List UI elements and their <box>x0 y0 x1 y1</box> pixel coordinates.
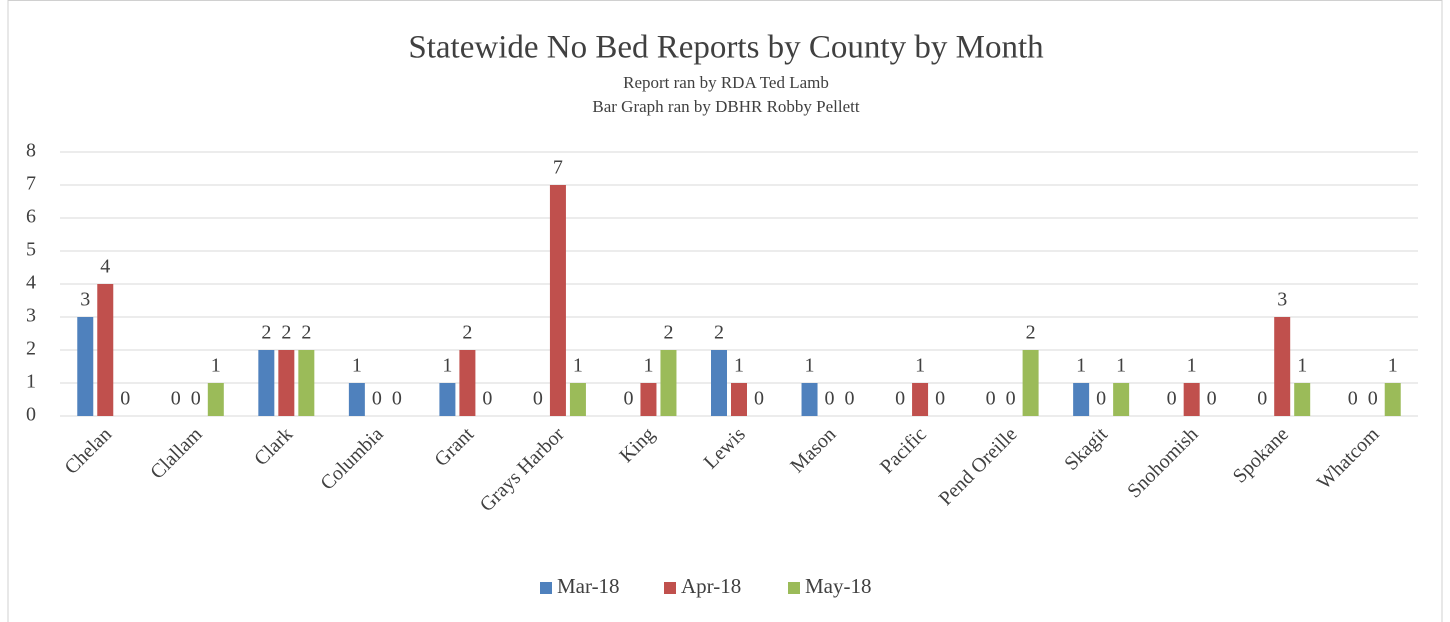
y-tick-label: 3 <box>26 305 36 327</box>
data-label: 0 <box>1006 388 1016 410</box>
data-label: 0 <box>895 388 905 410</box>
chart-subtitle: Report ran by RDA Ted Lamb <box>623 73 829 92</box>
bar <box>569 383 586 416</box>
legend-swatch <box>540 582 552 594</box>
data-label: 0 <box>825 388 835 410</box>
data-label: 0 <box>171 388 181 410</box>
legend-label: Mar-18 <box>557 574 620 598</box>
bar <box>549 185 566 416</box>
y-tick-label: 6 <box>26 206 36 228</box>
bar <box>660 350 677 416</box>
data-label: 1 <box>573 355 583 377</box>
data-label: 0 <box>1207 388 1217 410</box>
data-label: 1 <box>1297 355 1307 377</box>
bar <box>258 350 275 416</box>
data-label: 0 <box>1348 388 1358 410</box>
bar <box>298 350 315 416</box>
y-tick-label: 7 <box>26 173 36 195</box>
legend-label: May-18 <box>805 574 872 598</box>
data-label: 0 <box>935 388 945 410</box>
data-label: 1 <box>734 355 744 377</box>
data-label: 1 <box>211 355 221 377</box>
data-label: 2 <box>714 322 724 344</box>
bar <box>1294 383 1311 416</box>
data-label: 0 <box>1368 388 1378 410</box>
data-label: 4 <box>100 256 110 278</box>
bar <box>1384 383 1401 416</box>
data-label: 1 <box>352 355 362 377</box>
data-label: 3 <box>1277 289 1287 311</box>
bar <box>348 383 365 416</box>
bar <box>97 284 114 416</box>
data-label: 0 <box>482 388 492 410</box>
data-label: 0 <box>533 388 543 410</box>
bar <box>1113 383 1130 416</box>
bar <box>1022 350 1039 416</box>
bar <box>207 383 224 416</box>
data-label: 0 <box>1167 388 1177 410</box>
data-label: 2 <box>281 322 291 344</box>
data-label: 0 <box>1096 388 1106 410</box>
data-label: 2 <box>1026 322 1036 344</box>
data-label: 1 <box>805 355 815 377</box>
data-label: 2 <box>261 322 271 344</box>
data-label: 0 <box>372 388 382 410</box>
data-label: 0 <box>754 388 764 410</box>
y-tick-label: 8 <box>26 140 36 162</box>
y-tick-label: 4 <box>26 272 36 294</box>
bar <box>1073 383 1090 416</box>
chart-title: Statewide No Bed Reports by County by Mo… <box>408 30 1044 66</box>
bar <box>711 350 727 416</box>
bar <box>278 350 295 416</box>
data-label: 0 <box>392 388 402 410</box>
legend-swatch <box>664 582 676 594</box>
data-label: 2 <box>462 322 472 344</box>
data-label: 1 <box>1076 355 1086 377</box>
bar <box>801 383 818 416</box>
data-label: 1 <box>1187 355 1197 377</box>
data-label: 3 <box>80 289 90 311</box>
y-tick-label: 2 <box>26 338 36 360</box>
data-label: 1 <box>442 355 452 377</box>
bar <box>459 350 476 416</box>
bar <box>912 383 929 416</box>
data-label: 1 <box>1388 355 1398 377</box>
data-label: 0 <box>986 388 996 410</box>
bar <box>640 383 657 416</box>
chart-subtitle: Bar Graph ran by DBHR Robby Pellett <box>592 97 860 116</box>
y-tick-label: 0 <box>26 404 36 426</box>
y-tick-label: 5 <box>26 239 36 261</box>
legend-swatch <box>788 582 800 594</box>
data-label: 1 <box>915 355 925 377</box>
data-label: 0 <box>120 388 130 410</box>
data-label: 1 <box>643 355 653 377</box>
bar <box>1274 317 1291 416</box>
data-label: 2 <box>663 322 673 344</box>
legend-label: Apr-18 <box>681 574 741 598</box>
chart-border <box>7 0 1443 622</box>
data-label: 2 <box>301 322 311 344</box>
data-label: 1 <box>1116 355 1126 377</box>
data-label: 0 <box>1257 388 1267 410</box>
bar <box>731 383 747 416</box>
y-tick-label: 1 <box>26 371 36 393</box>
data-label: 7 <box>553 157 563 179</box>
data-label: 0 <box>191 388 201 410</box>
data-label: 0 <box>845 388 855 410</box>
data-label: 0 <box>623 388 633 410</box>
bar <box>1183 383 1200 416</box>
bar <box>439 383 456 416</box>
bar <box>77 317 94 416</box>
